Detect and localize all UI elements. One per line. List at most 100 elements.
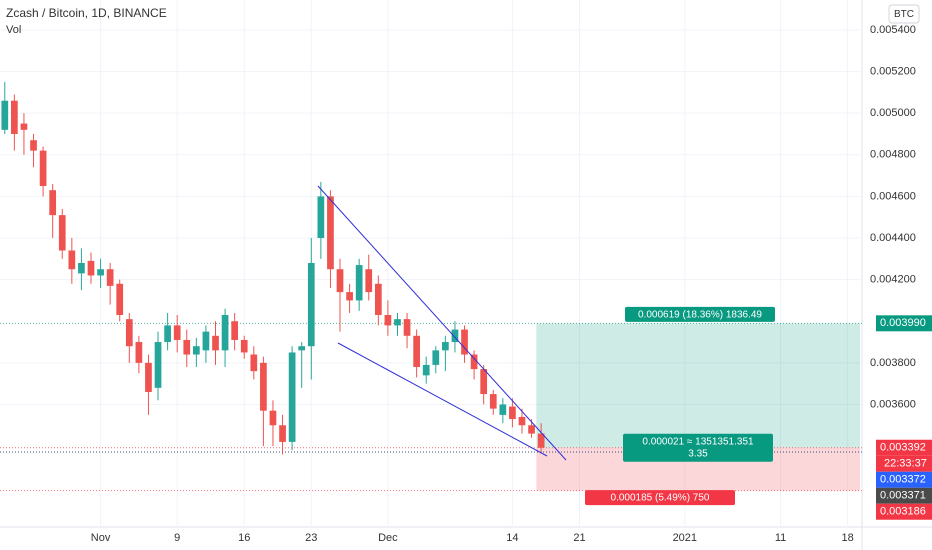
y-tick-label: 0.004200 (870, 274, 916, 286)
x-tick-label: 18 (842, 532, 854, 544)
y-tick-label: 0.004600 (870, 190, 916, 202)
price-label: 0.003372 (880, 474, 926, 486)
candle-body (221, 314, 229, 351)
candle-body (432, 350, 440, 365)
candle-body (154, 342, 162, 388)
candle-body (250, 354, 258, 372)
candle-body (39, 150, 47, 186)
candle-body (384, 314, 392, 326)
overlay: 0.000619 (18.36%) 1836.49 0.000021 ≈ 1351… (317, 185, 775, 506)
candle-body (480, 369, 488, 395)
candle-body (106, 269, 114, 286)
x-tick-label: 23 (305, 532, 317, 544)
price-label: 0.003186 (880, 506, 926, 518)
candle-body (260, 362, 267, 411)
candle-body (125, 319, 133, 347)
candle-body (317, 196, 325, 239)
chart-title: Zcash / Bitcoin, 1D, BINANCE (6, 6, 167, 20)
candle-body (461, 329, 468, 355)
position-label: 0.000185 (5.49%) 750 (611, 493, 710, 504)
y-tick-label: 0.003800 (870, 357, 916, 369)
candle-body (422, 364, 430, 376)
x-tick-label: 9 (174, 532, 180, 544)
candle-body (374, 283, 382, 315)
candle-body (164, 325, 171, 343)
y-tick-label: 0.004400 (870, 232, 916, 244)
position-label-box (625, 306, 775, 322)
candle-body (470, 354, 478, 370)
candle-body (346, 292, 353, 301)
candle-body (58, 215, 66, 251)
candle-body (537, 433, 545, 448)
position-label: 0.000619 (18.36%) 1836.49 (638, 309, 762, 320)
candle-body (202, 331, 210, 351)
y-tick-label: 0.005400 (870, 24, 916, 36)
countdown: 22:33:37 (884, 458, 927, 470)
currency-box[interactable] (888, 4, 920, 24)
position-label-box (623, 433, 773, 462)
x-tick-label: Dec (378, 532, 398, 544)
position-label: 0.000021 ≈ 1351351.351 (642, 436, 754, 447)
candle-body (509, 406, 516, 420)
candle-body (528, 425, 535, 434)
y-tick-label: 0.005000 (870, 107, 916, 119)
candle-body (116, 283, 124, 315)
candle-body (212, 335, 219, 351)
candle-body (68, 250, 76, 270)
candle-body (87, 260, 95, 276)
candle-body (307, 262, 315, 347)
volume-label: Vol (6, 24, 21, 36)
candle-body (298, 346, 306, 351)
price-label-box (876, 487, 932, 504)
target-zone (536, 323, 860, 448)
price-label: 0.003371 (880, 490, 926, 502)
price-label-box (876, 471, 932, 488)
plot-area (0, 0, 862, 527)
candle-body (518, 416, 526, 426)
x-tick-label: Nov (91, 532, 111, 544)
candle-body (499, 404, 507, 415)
countdown-box (876, 455, 932, 472)
candle-body (231, 321, 239, 340)
candle-body (413, 335, 420, 368)
candle-body (11, 100, 18, 134)
price-label: 0.003392 (880, 442, 926, 454)
x-tick-label: 16 (238, 532, 250, 544)
position-label: 3.35 (688, 448, 708, 459)
candle-body (97, 269, 104, 276)
candle-body (1, 100, 9, 130)
candle-body (135, 342, 143, 363)
trendline (337, 342, 548, 457)
candle-body (288, 352, 296, 442)
y-tick-label: 0.004800 (870, 149, 916, 161)
x-tick-label: 14 (506, 532, 518, 544)
price-label-box (876, 503, 932, 520)
candle-body (145, 362, 152, 392)
candle-body (78, 262, 85, 274)
candle-body (49, 190, 57, 216)
candle-body (192, 346, 200, 355)
x-tick-label: 2021 (673, 532, 697, 544)
price-label-box (876, 439, 932, 456)
y-tick-label: 0.003600 (870, 398, 916, 410)
price-label: 0.003990 (880, 317, 926, 329)
candle-body (269, 410, 277, 426)
candle-body (442, 342, 449, 351)
candle-body (336, 269, 344, 293)
currency[interactable]: BTC (894, 9, 914, 20)
candle-body (173, 325, 181, 340)
candle-body (279, 425, 286, 442)
y-tick-label: 0.005200 (870, 65, 916, 77)
price-label-box (876, 315, 932, 332)
candle-body (355, 265, 363, 301)
candle-body (489, 394, 497, 409)
candle-body (327, 196, 334, 270)
candle-body (451, 329, 459, 343)
candle-body (183, 339, 191, 355)
trendline (317, 185, 567, 461)
position-label-box (585, 490, 735, 506)
candle-body (30, 140, 37, 151)
candle-body (365, 269, 373, 293)
